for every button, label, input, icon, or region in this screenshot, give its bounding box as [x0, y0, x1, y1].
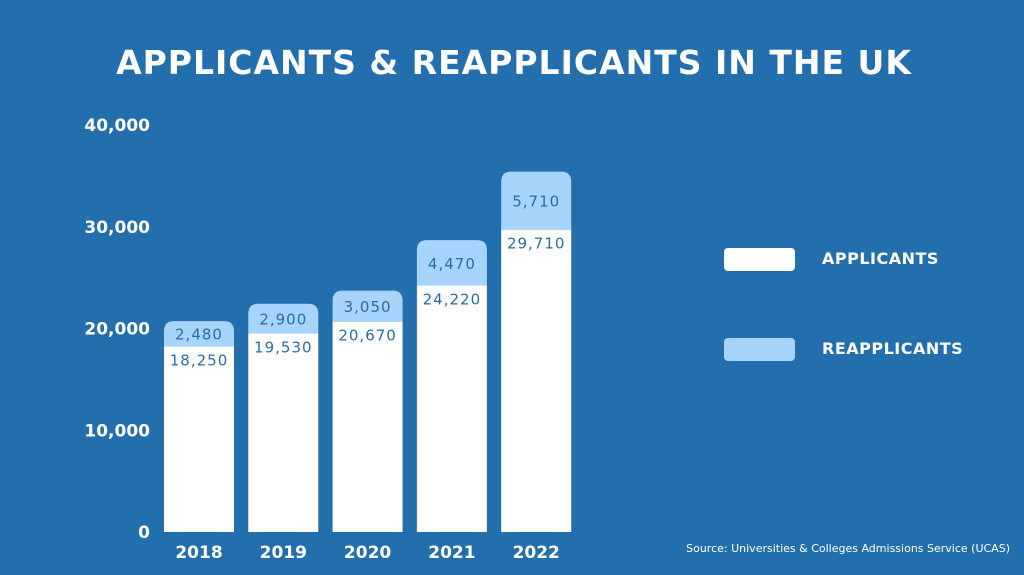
applicants-value-label: 29,710 [507, 235, 566, 253]
bar-reapplicants [501, 171, 572, 230]
y-tick-label: 30,000 [84, 218, 150, 238]
x-tick-label: 2022 [513, 543, 560, 563]
legend-swatch [724, 248, 795, 271]
y-tick-label: 0 [138, 523, 150, 543]
chart-title: APPLICANTS & REAPPLICANTS IN THE UK [116, 43, 912, 82]
reapplicants-value-label: 2,480 [175, 326, 223, 344]
applicants-value-label: 24,220 [423, 291, 482, 309]
legend-label: APPLICANTS [822, 249, 939, 268]
applicants-value-label: 19,530 [254, 338, 313, 356]
bar-applicants [164, 346, 234, 532]
reapplicants-value-label: 3,050 [344, 298, 392, 316]
y-tick-label: 40,000 [84, 116, 150, 136]
reapplicants-value-label: 4,470 [428, 255, 476, 273]
y-tick-label: 20,000 [84, 320, 150, 340]
bar-reapplicants [164, 321, 234, 347]
legend-label: REAPPLICANTS [822, 339, 963, 358]
x-tick-label: 2019 [260, 543, 307, 563]
applicants-value-label: 18,250 [170, 351, 229, 369]
bar-applicants [501, 229, 572, 532]
bar-applicants [248, 333, 319, 532]
bar-reapplicants [248, 303, 319, 334]
x-tick-label: 2021 [428, 543, 475, 563]
x-tick-label: 2018 [175, 543, 222, 563]
x-tick-label: 2020 [344, 543, 391, 563]
y-tick-label: 10,000 [84, 421, 150, 441]
bar-applicants [332, 321, 403, 532]
bar-reapplicants [416, 240, 487, 286]
reapplicants-value-label: 2,900 [259, 311, 307, 329]
legend-swatch [724, 338, 795, 361]
bar-applicants [416, 285, 487, 532]
bar-reapplicants [332, 290, 403, 322]
applicants-value-label: 20,670 [338, 327, 397, 345]
reapplicants-value-label: 5,710 [512, 193, 560, 211]
source-note: Source: Universities & Colleges Admissio… [686, 542, 1010, 555]
